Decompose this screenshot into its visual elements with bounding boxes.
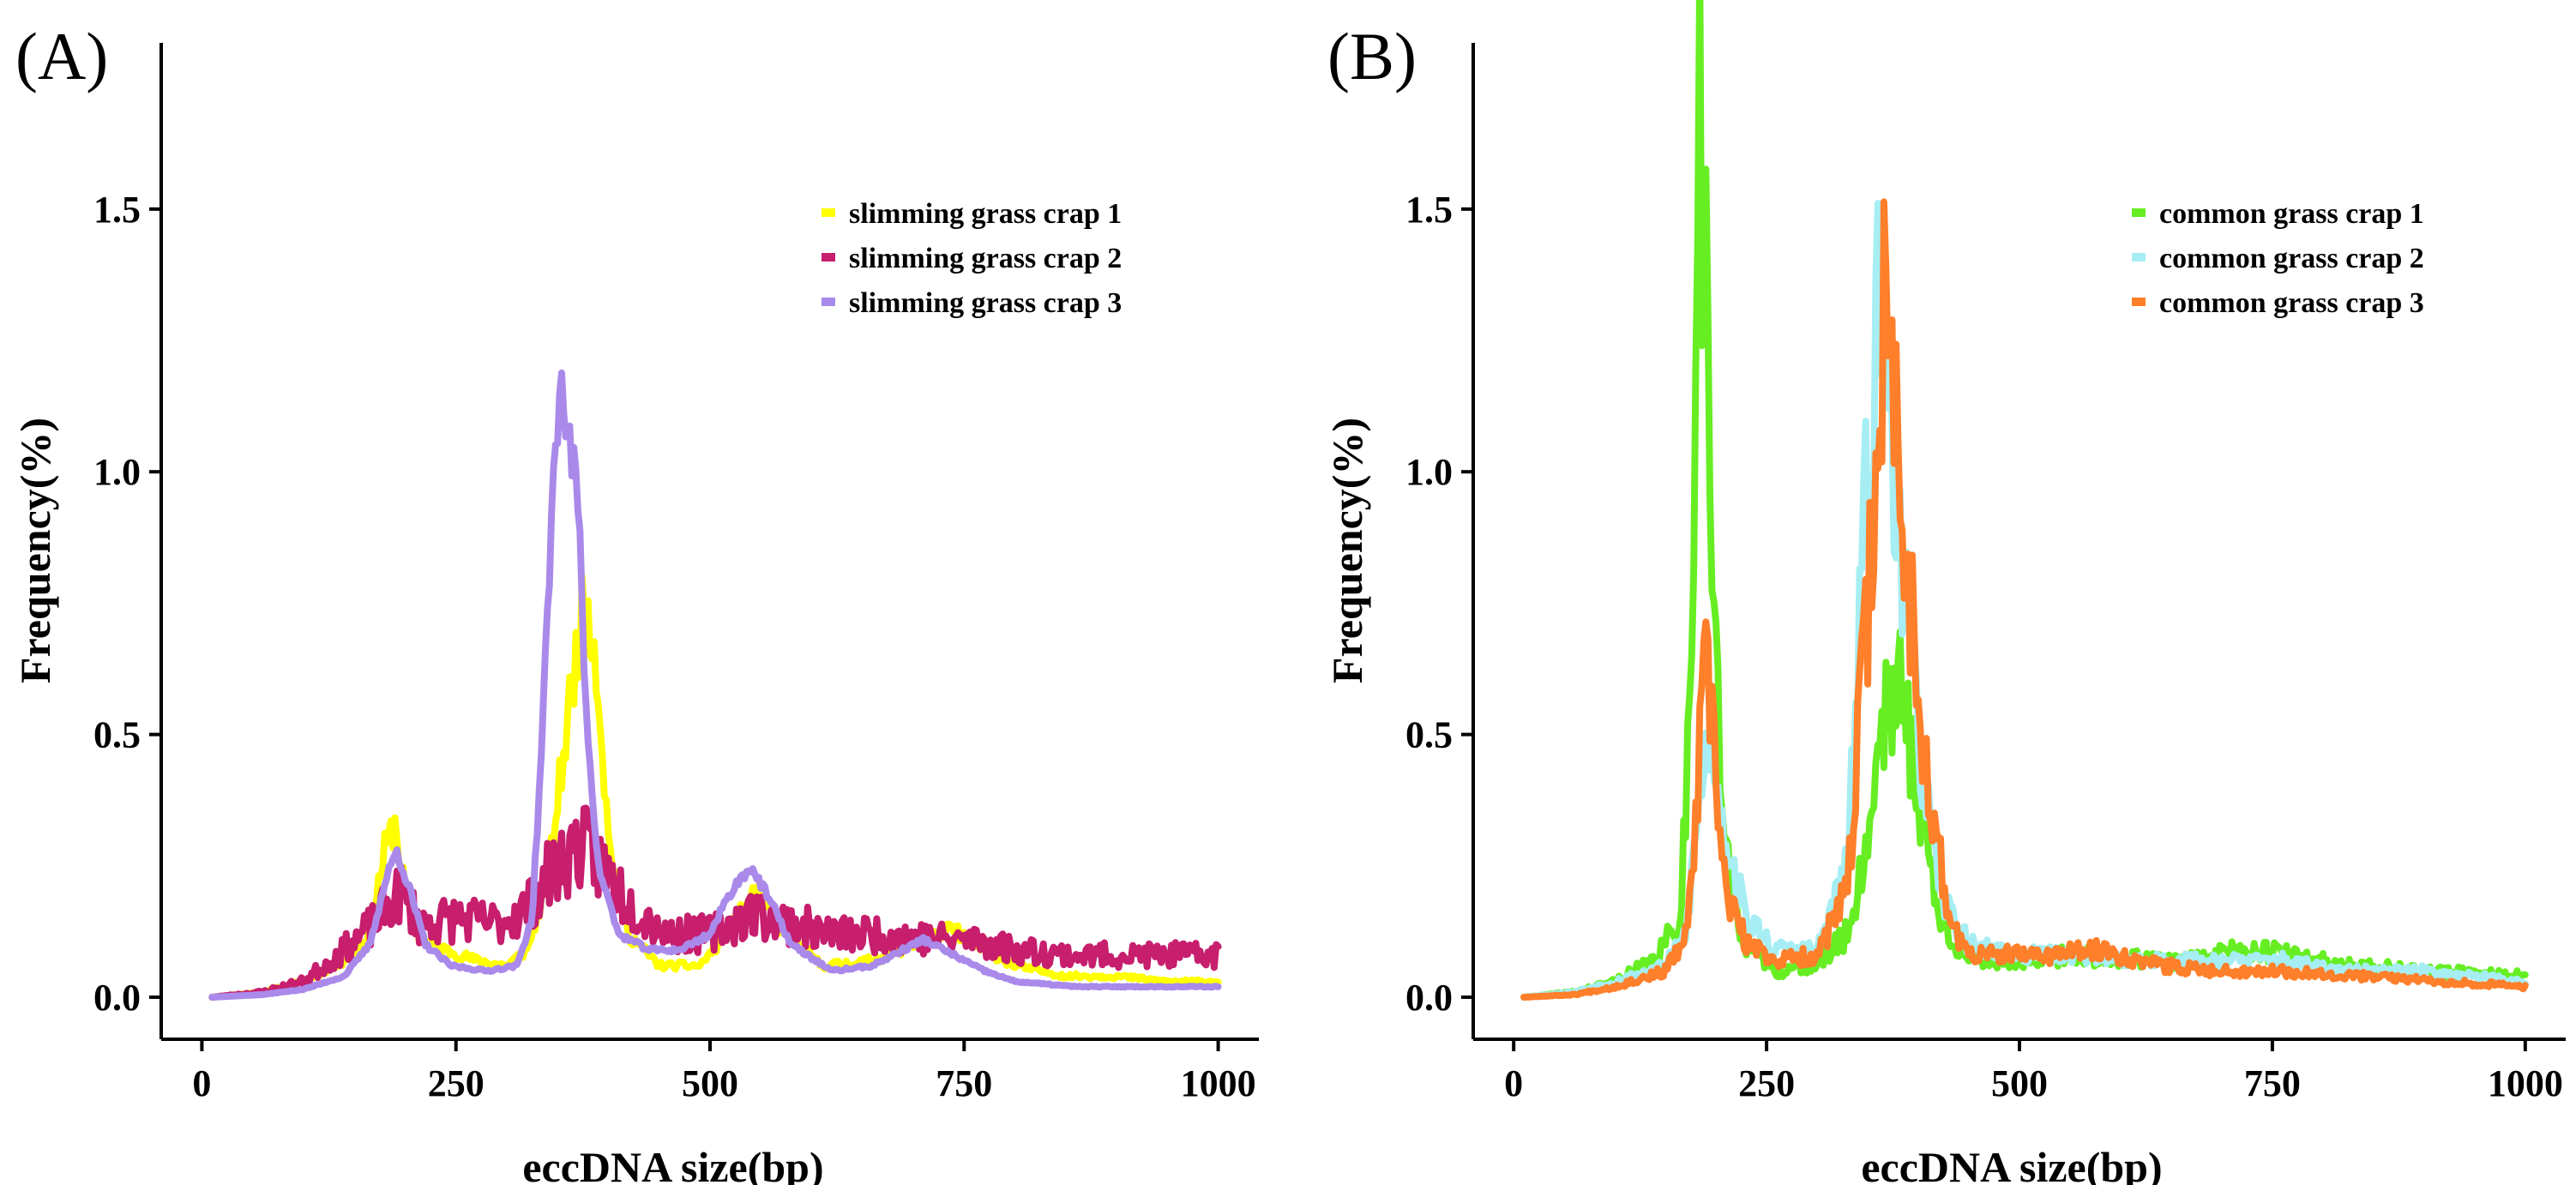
panel-a-series-line-3 xyxy=(208,369,1222,1001)
panel-b-x-tick-label: 500 xyxy=(1991,1062,2048,1104)
panel-b-legend-label-2: common grass crap 2 xyxy=(2159,243,2424,274)
panel-b-legend: common grass crap 1 common grass crap 2 co… xyxy=(2132,198,2424,319)
panel-a: (A) 0 250 500 750 1000 0.0 0.5 1.0 1.5 slimming … xyxy=(11,19,1259,1185)
panel-a-axes: 0 250 500 750 1000 0.0 0.5 1.0 1.5 xyxy=(93,43,1259,1104)
panel-a-y-tick-label: 0.5 xyxy=(93,714,141,756)
panel-a-legend: slimming grass crap 1 slimming grass crap… xyxy=(822,198,1122,319)
panel-a-series xyxy=(208,369,1222,1001)
panel-b-series-line-1 xyxy=(1520,0,2529,1001)
panel-a-x-tick-label: 0 xyxy=(192,1062,211,1104)
panel-b: (B) 0 250 500 750 1000 0.0 0.5 1.0 1.5 common gr… xyxy=(1323,0,2566,1185)
panel-a-y-tick-label: 1.5 xyxy=(93,189,141,231)
panel-b-series-line-3 xyxy=(1520,198,2529,1001)
panel-a-x-tick-label: 250 xyxy=(428,1062,485,1104)
panel-a-legend-label-3: slimming grass crap 3 xyxy=(849,287,1122,319)
panel-a-legend-label-1: slimming grass crap 1 xyxy=(849,198,1122,230)
panel-a-x-axis-title: eccDNA size(bp) xyxy=(522,1143,823,1185)
panel-b-axes: 0 250 500 750 1000 0.0 0.5 1.0 1.5 xyxy=(1405,43,2566,1104)
panel-a-legend-label-2: slimming grass crap 2 xyxy=(849,243,1122,274)
panel-a-y-axis-title: Frequency(%) xyxy=(11,418,59,683)
panel-b-legend-label-1: common grass crap 1 xyxy=(2159,198,2424,230)
panel-a-x-tick-label: 1000 xyxy=(1181,1062,1256,1104)
panel-b-x-tick-label: 750 xyxy=(2244,1062,2301,1104)
panel-b-y-axis-title: Frequency(%) xyxy=(1323,418,1371,683)
panel-b-y-tick-label: 0.0 xyxy=(1405,977,1453,1019)
panel-b-x-tick-label: 250 xyxy=(1738,1062,1795,1104)
panel-b-y-tick-label: 1.0 xyxy=(1405,451,1453,493)
panel-b-x-axis-title: eccDNA size(bp) xyxy=(1861,1143,2162,1185)
panel-b-x-tick-label: 1000 xyxy=(2488,1062,2563,1104)
panel-a-x-tick-label: 500 xyxy=(682,1062,738,1104)
panel-b-series-line-2 xyxy=(1520,200,2529,1001)
panel-a-label: (A) xyxy=(15,19,108,93)
panel-b-series xyxy=(1520,0,2529,1001)
panel-b-x-tick-label: 0 xyxy=(1504,1062,1523,1104)
panel-b-y-tick-label: 1.5 xyxy=(1405,189,1453,231)
panel-b-legend-label-3: common grass crap 3 xyxy=(2159,287,2424,319)
panel-a-y-tick-label: 0.0 xyxy=(93,977,141,1019)
panel-b-y-tick-label: 0.5 xyxy=(1405,714,1453,756)
panel-a-y-tick-label: 1.0 xyxy=(93,451,141,493)
panel-a-series-line-2 xyxy=(208,804,1222,1001)
panel-b-label: (B) xyxy=(1327,19,1417,93)
panel-a-x-tick-label: 750 xyxy=(936,1062,992,1104)
